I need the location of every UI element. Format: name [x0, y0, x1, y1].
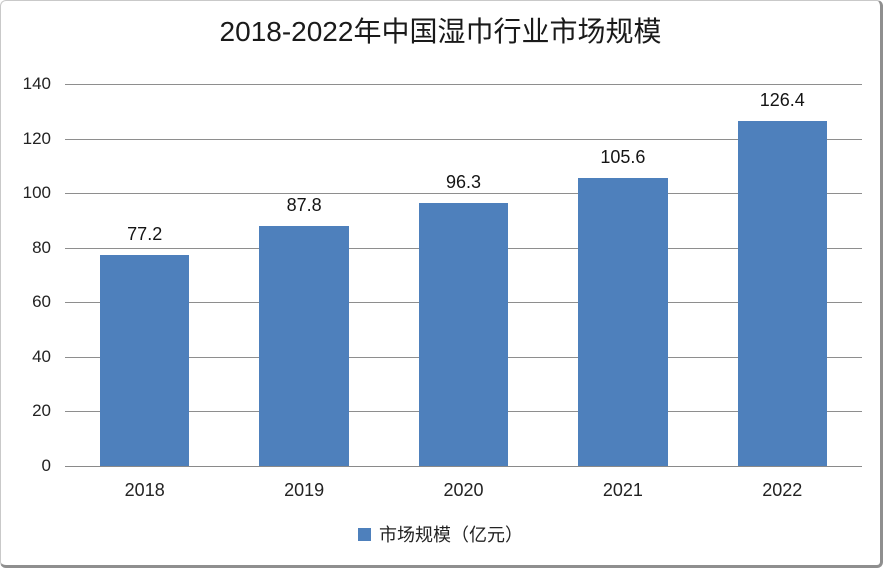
bar-2022	[737, 121, 827, 466]
bar-value-label: 96.3	[445, 172, 482, 193]
y-tick-label: 0	[41, 456, 51, 475]
y-tick-label: 140	[22, 74, 51, 93]
x-tick-label: 2021	[602, 480, 643, 500]
y-tick-label: 120	[22, 128, 51, 148]
bar-2020	[418, 203, 509, 466]
bar-value-label: 126.4	[759, 90, 805, 111]
chart-title: 2018-2022年中国湿巾行业市场规模	[219, 16, 662, 47]
x-tick-label: 2020	[443, 480, 484, 500]
bar-2019	[259, 226, 349, 466]
x-tick-label: 2019	[284, 480, 325, 500]
bar-value-label: 77.2	[127, 224, 163, 245]
y-tick-label: 40	[32, 346, 51, 366]
x-tick-label: 2022	[762, 480, 803, 500]
y-tick-label: 60	[32, 292, 51, 312]
bar-2018	[100, 255, 190, 466]
bar-value-label: 105.6	[600, 146, 646, 167]
legend: 市场规模（亿元）	[1, 521, 880, 547]
y-tick-label: 100	[22, 183, 51, 203]
bar-2021	[578, 177, 668, 466]
bar-value-label: 87.8	[286, 195, 322, 216]
x-tick-label: 2018	[124, 480, 165, 500]
legend-label: 市场规模（亿元）	[379, 525, 523, 545]
gridline	[65, 193, 862, 195]
x-axis: 2018 2019 2020 2021 2022	[65, 479, 862, 503]
plot-area: 77.2 87.8 96.3 105.6 126.4	[65, 84, 862, 467]
y-tick-label: 80	[32, 237, 51, 257]
y-tick-label: 20	[32, 401, 51, 421]
legend-marker-icon	[358, 527, 371, 541]
gridline	[65, 84, 862, 85]
y-axis: 0 20 40 60 80 100 120 140	[1, 74, 51, 475]
gridline	[65, 138, 862, 140]
